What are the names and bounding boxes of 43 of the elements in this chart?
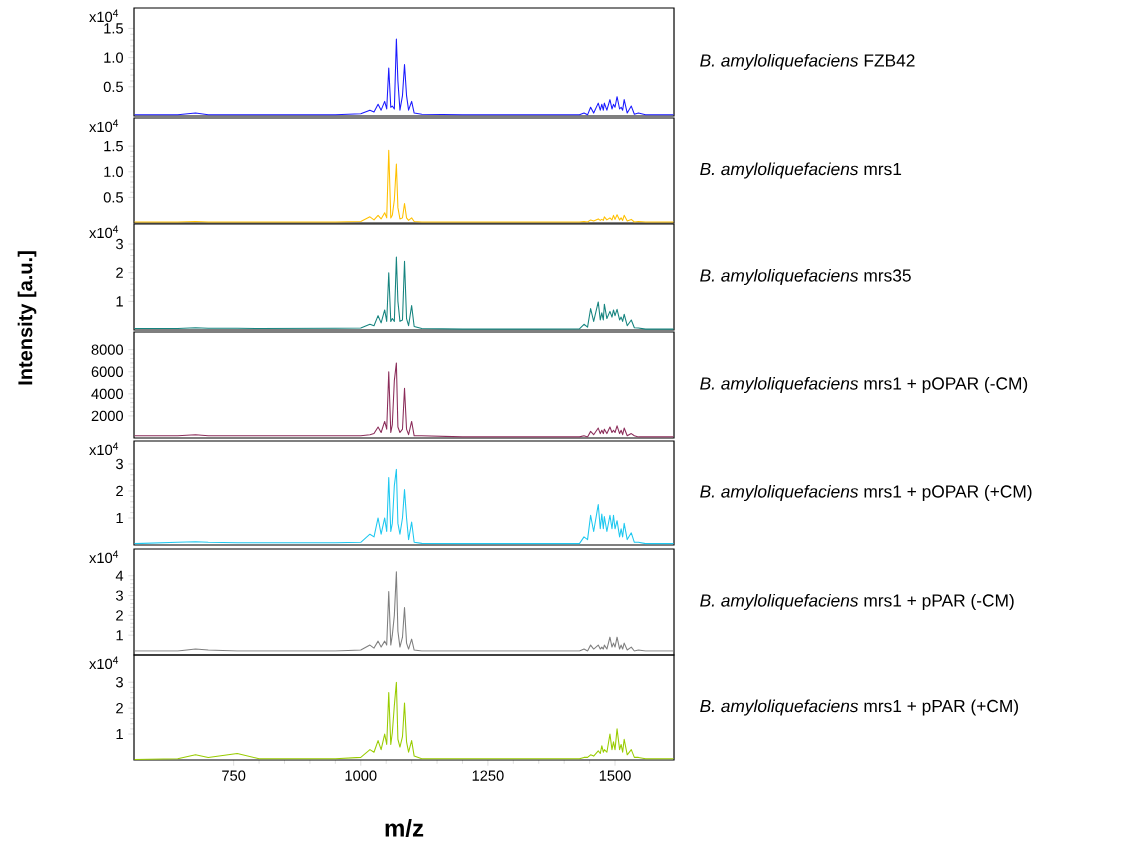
text: x10$^{4}$ bbox=[89, 9, 119, 23]
x-tick-label: 1500 bbox=[599, 770, 631, 781]
y-tick-label: 2000 bbox=[91, 410, 124, 422]
y-tick-label: 2 bbox=[116, 267, 123, 278]
line-series bbox=[134, 256, 675, 330]
text: x10$^{4}$ bbox=[89, 442, 119, 456]
x-tick-label: 750 bbox=[222, 770, 246, 781]
y-tick-label: 1 bbox=[116, 729, 123, 740]
y-tick-label: 1.0 bbox=[104, 166, 124, 177]
x-axis-title: m/z bbox=[385, 819, 424, 837]
y-tick-label: 1 bbox=[116, 296, 123, 307]
y-tick-label: 2 bbox=[116, 485, 123, 497]
y-tick-label: 3 bbox=[116, 458, 123, 470]
text: x10$^{4}$ bbox=[89, 550, 119, 564]
y-tick-label: 1 bbox=[116, 630, 123, 641]
y-tick-label: 4 bbox=[115, 570, 124, 581]
y-tick-label: 1.0 bbox=[104, 52, 124, 63]
text: B. amyloliquefaciens mrs1 bbox=[700, 162, 902, 179]
x-tick-label: 1250 bbox=[472, 770, 504, 781]
y-axis-title: Intensity [a.u.] bbox=[17, 251, 37, 385]
x-tick-label: 1000 bbox=[345, 770, 377, 781]
text: x10$^{4}$ bbox=[89, 656, 119, 670]
y-tick-label: 0.5 bbox=[103, 192, 123, 203]
text: B. amyloliquefaciens mrs1 + pPAR (+CM) bbox=[700, 699, 1019, 716]
text: B. amyloliquefaciens mrs35 bbox=[700, 268, 911, 286]
y-tick-label: 1.5 bbox=[104, 141, 123, 152]
y-tick-label: 2 bbox=[116, 703, 123, 714]
y-tick-label: 8000 bbox=[91, 344, 124, 355]
y-tick-label: 0.5 bbox=[103, 81, 123, 92]
y-tick-label: 1 bbox=[116, 512, 123, 524]
text: x10$^{4}$ bbox=[89, 225, 119, 239]
text: B. amyloliquefaciens mrs1 + pPAR (-CM) bbox=[700, 593, 1014, 611]
text: B. amyloliquefaciens mrs1 + pOPAR (+CM) bbox=[700, 484, 1032, 502]
y-tick-label: 2 bbox=[116, 610, 123, 621]
y-tick-label: 3 bbox=[116, 677, 123, 688]
y-tick-label: 3 bbox=[116, 590, 123, 601]
y-tick-label: 1.5 bbox=[104, 23, 123, 34]
y-tick-label: 6000 bbox=[91, 366, 124, 377]
y-tick-label: 4000 bbox=[91, 388, 124, 400]
text: x10$^{4}$ bbox=[89, 119, 119, 133]
text: B. amyloliquefaciens FZB42 bbox=[700, 53, 915, 71]
y-tick-label: 3 bbox=[116, 238, 123, 250]
text: B. amyloliquefaciens mrs1 + pOPAR (-CM) bbox=[700, 376, 1028, 394]
